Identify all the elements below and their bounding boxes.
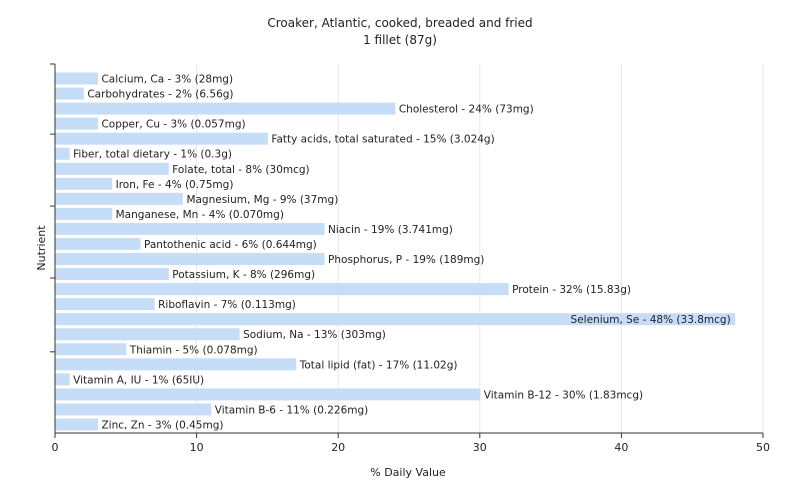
bar-label: Iron, Fe - 4% (0.75mg) [116, 179, 234, 191]
bar [55, 313, 736, 326]
bar-label: Fatty acids, total saturated - 15% (3.02… [271, 134, 494, 146]
bar-label: Folate, total - 8% (30mcg) [172, 164, 309, 176]
bar [55, 102, 396, 115]
bar-label: Total lipid (fat) - 17% (11.02g) [299, 359, 458, 371]
bar [55, 237, 141, 250]
bar-label: Pantothenic acid - 6% (0.644mg) [144, 239, 317, 251]
bar-label: Carbohydrates - 2% (6.56g) [87, 89, 233, 101]
bar-label: Vitamin A, IU - 1% (65IU) [73, 374, 204, 386]
bar-label: Cholesterol - 24% (73mg) [399, 104, 534, 116]
bar-label: Niacin - 19% (3.741mg) [328, 224, 453, 236]
bar [55, 403, 212, 416]
x-tick-label: 30 [473, 441, 487, 454]
x-tick-label: 10 [190, 441, 204, 454]
x-tick-label: 0 [52, 441, 59, 454]
bar [55, 222, 325, 235]
bar-label: Phosphorus, P - 19% (189mg) [328, 254, 484, 266]
bars-group: Calcium, Ca - 3% (28mg) Carbohydrates - 2… [55, 72, 736, 431]
bar [55, 87, 84, 100]
bar [55, 147, 70, 160]
bar-label: Potassium, K - 8% (296mg) [172, 269, 315, 281]
bar [55, 298, 155, 311]
bar-label: Sodium, Na - 13% (303mg) [243, 329, 386, 341]
bar [55, 72, 98, 85]
bar [55, 117, 98, 130]
bar-label: Copper, Cu - 3% (0.057mg) [101, 119, 245, 131]
bar-label: Vitamin B-12 - 30% (1.83mcg) [484, 389, 643, 401]
y-axis-label: Nutrient [35, 225, 48, 271]
x-tick-label: 20 [331, 441, 345, 454]
bar-label: Protein - 32% (15.83g) [512, 284, 631, 296]
bar-label: Selenium, Se - 48% (33.8mcg) [571, 314, 731, 326]
bar [55, 207, 113, 220]
bar [55, 132, 268, 145]
bar-label: Fiber, total dietary - 1% (0.3g) [73, 149, 232, 161]
bar [55, 328, 240, 341]
bar-label: Calcium, Ca - 3% (28mg) [101, 74, 233, 86]
bar-label: Riboflavin - 7% (0.113mg) [158, 299, 296, 311]
chart-subtitle: 1 fillet (87g) [363, 33, 437, 47]
bar [55, 162, 169, 175]
bar-label: Manganese, Mn - 4% (0.070mg) [116, 209, 284, 221]
x-axis-label: % Daily Value [370, 466, 446, 479]
bar [55, 343, 127, 356]
x-tick-label: 40 [614, 441, 628, 454]
bar [55, 358, 297, 371]
bar-label: Magnesium, Mg - 9% (37mg) [186, 194, 338, 206]
bar [55, 253, 325, 266]
chart-title: Croaker, Atlantic, cooked, breaded and f… [267, 16, 532, 30]
bar [55, 177, 113, 190]
axes-group: 0 10 20 30 40 50 [50, 63, 770, 454]
bar-label: Zinc, Zn - 3% (0.45mg) [101, 419, 223, 431]
bar-label: Thiamin - 5% (0.078mg) [129, 344, 258, 356]
bar [55, 388, 481, 401]
grid-lines [196, 64, 764, 433]
bar [55, 283, 509, 296]
bar [55, 268, 169, 281]
bar [55, 373, 70, 386]
bar-label: Vitamin B-6 - 11% (0.226mg) [215, 404, 369, 416]
bar [55, 192, 183, 205]
bar [55, 418, 98, 431]
x-tick-label: 50 [756, 441, 770, 454]
